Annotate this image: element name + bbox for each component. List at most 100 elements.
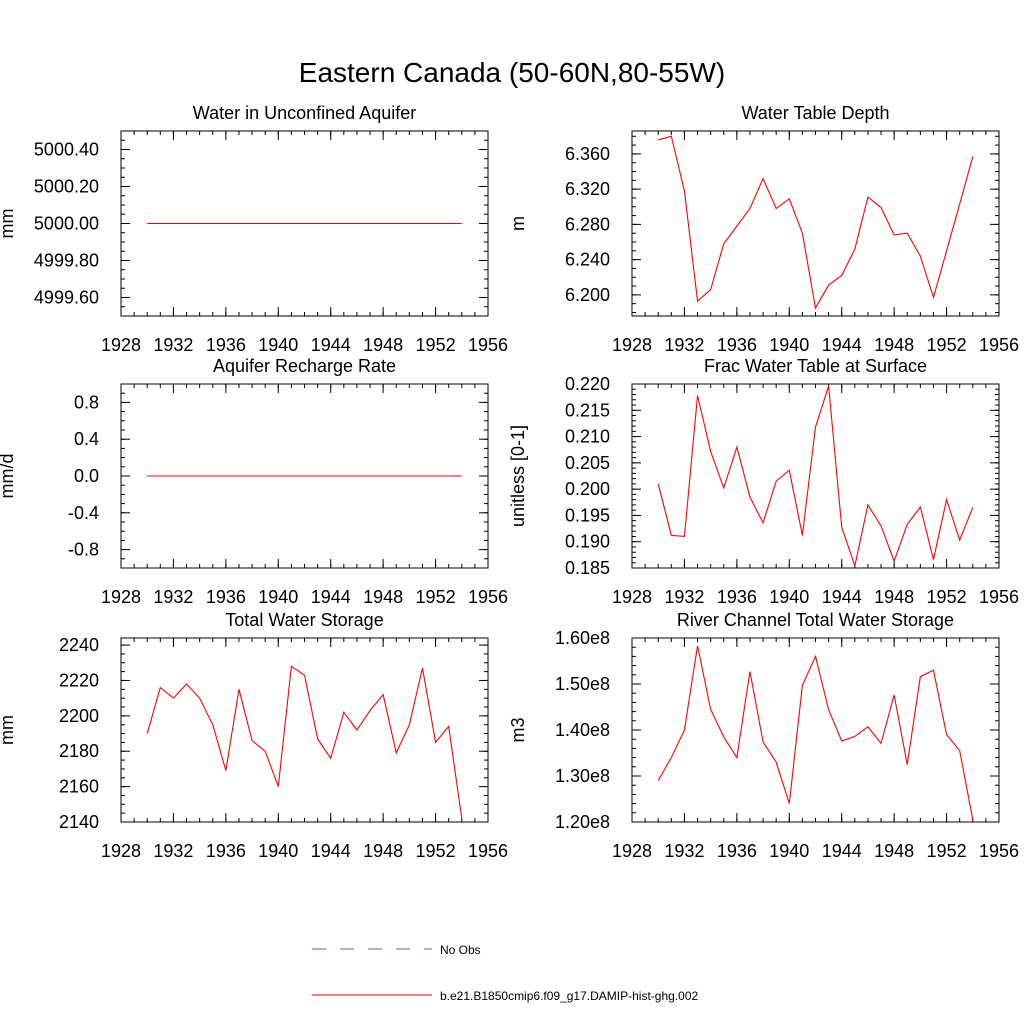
plot-frame <box>631 637 1000 823</box>
plot-frame <box>631 383 1000 569</box>
x-tick-label: 1952 <box>416 335 456 355</box>
panel-5: Total Water Storage mm 1928 1932 1936 1940 194… <box>0 610 508 861</box>
y-tick-label: 6.360 <box>565 144 610 164</box>
series-line <box>146 665 463 819</box>
y-tick-label: 0.4 <box>74 429 99 449</box>
figure-title: Eastern Canada (50-60N,80-55W) <box>299 57 725 88</box>
x-tick-label: 1956 <box>979 587 1019 607</box>
legend: No Obs b.e21.B1850cmip6.f09_g17.DAMIP-hi… <box>312 943 698 1003</box>
x-tick-label: 1948 <box>874 587 914 607</box>
y-tick-label: 0.210 <box>565 427 610 447</box>
x-tick-label: 1932 <box>153 587 193 607</box>
y-tick-label: 2220 <box>59 670 99 690</box>
x-tick-label: 1940 <box>769 841 809 861</box>
x-tick-label: 1928 <box>101 335 141 355</box>
x-tick-label: 1936 <box>717 587 757 607</box>
x-tick-label: 1948 <box>363 335 403 355</box>
x-tick-label: 1928 <box>101 587 141 607</box>
y-tick-label: 6.320 <box>565 179 610 199</box>
x-tick-label: 1956 <box>468 587 508 607</box>
legend-obs-label: No Obs <box>440 943 481 957</box>
x-tick-label: 1956 <box>979 841 1019 861</box>
y-axis-label: m <box>508 216 528 231</box>
x-tick-label: 1956 <box>979 335 1019 355</box>
y-tick-label: -0.4 <box>68 503 99 523</box>
x-tick-label: 1944 <box>311 587 351 607</box>
x-tick-label: 1952 <box>416 841 456 861</box>
panel-title: Water Table Depth <box>741 103 889 123</box>
x-tick-label: 1952 <box>927 841 967 861</box>
x-tick-label: 1940 <box>258 841 298 861</box>
x-tick-label: 1928 <box>612 841 652 861</box>
y-tick-label: 5000.40 <box>34 140 99 160</box>
x-tick-label: 1936 <box>206 841 246 861</box>
x-tick-label: 1928 <box>612 335 652 355</box>
y-tick-label: 5000.20 <box>34 177 99 197</box>
y-axis-label: mm <box>0 715 17 745</box>
y-tick-label: -0.8 <box>68 540 99 560</box>
legend-model-label: b.e21.B1850cmip6.f09_g17.DAMIP-hist-ghg.… <box>440 989 698 1003</box>
y-tick-label: 0.0 <box>74 466 99 486</box>
y-axis-label: m3 <box>508 717 528 742</box>
y-tick-label: 2180 <box>59 741 99 761</box>
y-tick-label: 4999.60 <box>34 288 99 308</box>
x-tick-label: 1948 <box>874 841 914 861</box>
y-tick-label: 1.60e8 <box>555 628 610 648</box>
x-tick-label: 1928 <box>612 587 652 607</box>
panel-4: Frac Water Table at Surface unitless [0-1… <box>508 356 1019 607</box>
y-tick-label: 1.40e8 <box>555 720 610 740</box>
x-tick-label: 1928 <box>101 841 141 861</box>
y-tick-label: 1.20e8 <box>555 812 610 832</box>
y-tick-label: 5000.00 <box>34 214 99 234</box>
panel-title: Total Water Storage <box>225 610 383 630</box>
y-tick-label: 2160 <box>59 777 99 797</box>
y-axis-label: unitless [0-1] <box>508 425 528 527</box>
x-tick-label: 1956 <box>468 335 508 355</box>
y-tick-label: 2240 <box>59 635 99 655</box>
y-tick-label: 0.195 <box>565 505 610 525</box>
x-tick-label: 1940 <box>769 587 809 607</box>
x-tick-label: 1944 <box>822 587 862 607</box>
y-tick-label: 0.8 <box>74 392 99 412</box>
x-tick-label: 1944 <box>311 841 351 861</box>
y-tick-label: 6.280 <box>565 214 610 234</box>
y-tick-label: 0.200 <box>565 479 610 499</box>
x-tick-label: 1936 <box>206 587 246 607</box>
y-tick-label: 6.240 <box>565 250 610 270</box>
panel-title: Water in Unconfined Aquifer <box>193 103 416 123</box>
x-tick-label: 1948 <box>363 587 403 607</box>
y-tick-label: 0.190 <box>565 532 610 552</box>
x-tick-label: 1932 <box>153 841 193 861</box>
x-tick-label: 1932 <box>664 587 704 607</box>
x-tick-label: 1952 <box>927 587 967 607</box>
y-tick-label: 0.215 <box>565 400 610 420</box>
panel-title: River Channel Total Water Storage <box>677 610 954 630</box>
series-line <box>658 135 974 310</box>
panel-3: Aquifer Recharge Rate mm/d 1928 1932 1936 194… <box>0 356 508 607</box>
x-tick-label: 1944 <box>822 335 862 355</box>
series-line <box>657 645 974 820</box>
x-tick-label: 1952 <box>927 335 967 355</box>
x-tick-label: 1932 <box>664 841 704 861</box>
x-tick-label: 1936 <box>206 335 246 355</box>
y-tick-label: 2140 <box>59 812 99 832</box>
x-tick-label: 1936 <box>717 335 757 355</box>
plot-frame <box>631 130 1000 317</box>
y-tick-label: 1.50e8 <box>555 674 610 694</box>
series-line <box>657 385 974 568</box>
x-tick-label: 1944 <box>822 841 862 861</box>
x-tick-label: 1948 <box>874 335 914 355</box>
y-tick-label: 1.30e8 <box>555 766 610 786</box>
x-tick-label: 1932 <box>664 335 704 355</box>
x-tick-label: 1940 <box>258 587 298 607</box>
y-tick-label: 0.220 <box>565 374 610 394</box>
panel-2: Water Table Depth m 1928 1932 1936 1940 1944 19… <box>508 103 1019 355</box>
y-tick-label: 4999.80 <box>34 251 99 271</box>
x-tick-label: 1932 <box>153 335 193 355</box>
y-tick-label: 0.185 <box>565 558 610 578</box>
y-tick-label: 0.205 <box>565 453 610 473</box>
y-axis-label: mm <box>0 209 17 239</box>
x-tick-label: 1948 <box>363 841 403 861</box>
